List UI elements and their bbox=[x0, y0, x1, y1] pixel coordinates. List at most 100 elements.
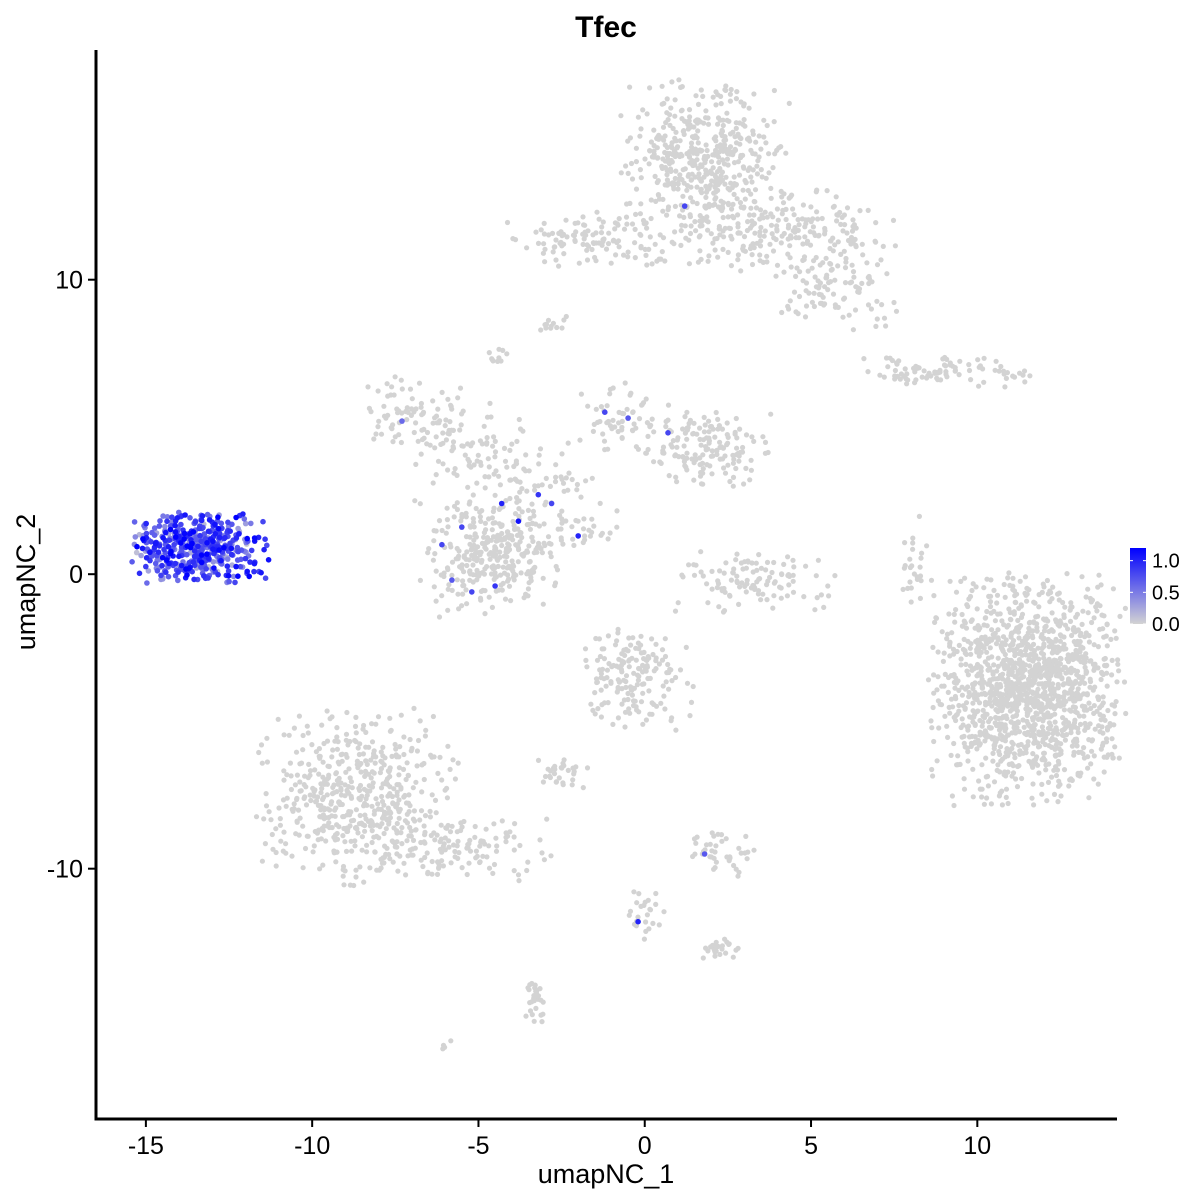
data-point bbox=[454, 545, 460, 552]
data-point bbox=[573, 764, 579, 770]
data-point bbox=[1033, 756, 1039, 762]
data-point bbox=[1003, 794, 1009, 801]
data-point bbox=[296, 713, 302, 719]
data-point bbox=[348, 809, 354, 815]
x-axis-ticks: -15 -10 -5 0 5 10 bbox=[128, 1119, 991, 1160]
data-point bbox=[439, 858, 445, 864]
data-point bbox=[1012, 599, 1018, 605]
data-point bbox=[963, 661, 969, 668]
data-point bbox=[976, 650, 982, 656]
data-point bbox=[224, 556, 231, 562]
data-point bbox=[529, 534, 535, 540]
data-point bbox=[972, 712, 978, 718]
data-point bbox=[1087, 684, 1093, 690]
data-point bbox=[1064, 732, 1070, 738]
data-point bbox=[994, 701, 1000, 707]
data-point bbox=[569, 476, 575, 483]
data-point bbox=[582, 533, 588, 539]
data-point bbox=[1018, 741, 1024, 748]
data-point bbox=[1045, 591, 1051, 597]
data-point bbox=[764, 122, 770, 129]
data-point bbox=[779, 194, 785, 200]
data-point bbox=[931, 593, 937, 599]
data-point bbox=[816, 283, 822, 289]
data-point bbox=[775, 217, 781, 223]
data-point bbox=[675, 181, 681, 187]
data-point bbox=[692, 174, 698, 180]
data-point bbox=[470, 562, 476, 568]
data-point bbox=[695, 101, 702, 107]
data-point bbox=[707, 424, 714, 430]
data-point bbox=[1088, 761, 1094, 767]
data-point bbox=[563, 217, 569, 223]
data-point bbox=[372, 760, 378, 766]
data-point bbox=[302, 794, 308, 800]
data-point bbox=[727, 144, 734, 150]
data-point bbox=[336, 824, 342, 830]
data-point bbox=[482, 566, 488, 572]
data-point bbox=[1102, 655, 1108, 662]
data-point bbox=[1096, 572, 1102, 578]
data-point bbox=[565, 440, 571, 446]
data-point bbox=[328, 801, 334, 807]
data-point bbox=[1048, 737, 1054, 744]
data-point bbox=[433, 598, 439, 604]
data-point bbox=[464, 549, 470, 555]
data-point bbox=[678, 242, 684, 248]
data-point bbox=[1083, 655, 1089, 661]
data-point bbox=[709, 830, 715, 836]
data-point bbox=[953, 675, 959, 681]
data-point bbox=[706, 429, 712, 435]
data-point bbox=[321, 816, 327, 822]
data-point bbox=[1033, 669, 1039, 675]
data-point bbox=[539, 550, 546, 556]
data-point bbox=[636, 646, 642, 652]
data-point bbox=[631, 421, 637, 427]
data-point bbox=[565, 767, 571, 774]
data-point bbox=[994, 600, 1000, 606]
data-point bbox=[702, 160, 708, 166]
data-point bbox=[632, 255, 638, 261]
y-tick-label: 10 bbox=[55, 267, 83, 295]
data-point bbox=[753, 205, 760, 211]
data-point bbox=[924, 543, 930, 549]
data-point bbox=[664, 172, 670, 178]
data-point bbox=[688, 140, 695, 146]
data-point bbox=[756, 552, 762, 558]
data-point bbox=[893, 308, 900, 314]
data-point bbox=[984, 711, 990, 717]
data-point bbox=[737, 200, 744, 206]
data-point bbox=[353, 730, 359, 736]
data-point bbox=[490, 870, 496, 877]
data-point bbox=[1015, 617, 1021, 624]
data-point bbox=[994, 690, 1000, 696]
data-point bbox=[560, 541, 566, 547]
data-point bbox=[874, 262, 881, 268]
data-point bbox=[181, 536, 187, 542]
data-point bbox=[1078, 659, 1084, 665]
data-point bbox=[344, 754, 350, 760]
data-point bbox=[976, 700, 983, 706]
data-point bbox=[859, 241, 865, 247]
data-point bbox=[154, 568, 161, 574]
data-point bbox=[695, 128, 701, 134]
data-point bbox=[994, 722, 1000, 729]
data-point bbox=[703, 108, 709, 114]
data-point bbox=[934, 687, 940, 693]
data-point bbox=[375, 714, 382, 720]
data-point bbox=[708, 453, 714, 459]
data-point bbox=[1015, 629, 1022, 635]
data-point bbox=[573, 517, 579, 524]
data-point bbox=[705, 153, 711, 159]
data-point bbox=[998, 702, 1004, 709]
data-point bbox=[607, 386, 614, 392]
data-point bbox=[638, 201, 644, 207]
data-point bbox=[389, 753, 395, 760]
data-point bbox=[764, 559, 771, 566]
data-point bbox=[1059, 732, 1066, 738]
data-point bbox=[959, 716, 965, 722]
data-point bbox=[785, 554, 791, 560]
data-point bbox=[841, 212, 848, 218]
data-point bbox=[1073, 641, 1079, 648]
data-point bbox=[709, 159, 715, 165]
